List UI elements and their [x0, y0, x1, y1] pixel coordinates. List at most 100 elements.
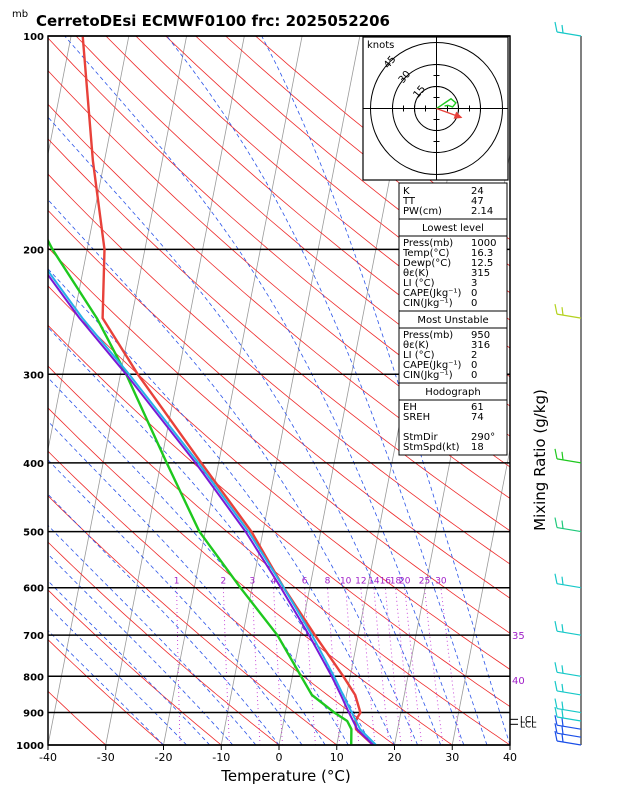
wind-barb-flag — [554, 573, 558, 584]
mixing-ratio-label: 30 — [435, 577, 447, 587]
temperature-tick-label: -30 — [97, 751, 115, 764]
table-row-label: PW(cm) — [403, 206, 442, 217]
table-row-label: θε(K) — [403, 340, 429, 351]
dry-adiabat-line — [48, 324, 510, 708]
isotherm-line — [0, 36, 13, 745]
dry-adiabat-line — [48, 173, 510, 565]
moist-adiabat-line — [48, 459, 303, 745]
wind-barb-flag — [554, 621, 558, 632]
moist-adiabat-line — [48, 524, 257, 745]
wind-barb-staff — [556, 740, 582, 746]
wind-barb-staff — [556, 630, 582, 636]
wind-barb-flag — [554, 698, 558, 709]
moist-adiabat-line — [48, 268, 395, 745]
wind-barb-flag — [561, 709, 564, 719]
table-row-label: θε(K) — [403, 268, 429, 279]
isotherm-line — [163, 36, 303, 745]
table-row-value: 950 — [471, 330, 490, 341]
mixing-ratio-label: 20 — [399, 577, 411, 587]
table-section-header: Lowest level — [422, 223, 484, 234]
table-row-value: 290° — [471, 432, 495, 443]
table-row-label: K — [403, 186, 410, 197]
temperature-tick-label: 30 — [445, 751, 459, 764]
wind-barb-staff — [556, 732, 582, 738]
table-section-box — [398, 218, 508, 312]
moist-adiabat-line — [48, 420, 326, 745]
moist-adiabat-line — [48, 326, 372, 745]
wind-barb-flag — [561, 701, 564, 710]
dry-adiabat-line — [48, 365, 510, 745]
hodograph-unit-label: knots — [367, 40, 394, 51]
table-row-label: CIN(Jkg⁻¹) — [403, 298, 453, 309]
moist-adiabat-line — [48, 553, 234, 745]
table-row-label: CAPE(Jkg⁻¹) — [403, 288, 461, 299]
wind-barb-staff — [556, 458, 582, 464]
table-row-label: CIN(Jkg⁻¹) — [403, 370, 453, 381]
dry-adiabat-line — [48, 103, 510, 499]
table-row-value: 3 — [471, 278, 477, 289]
moist-adiabat-line — [48, 580, 210, 745]
wind-barb-flag — [554, 517, 558, 528]
table-row-label: Dewp(°C) — [403, 258, 451, 269]
wind-barb-flag — [554, 680, 558, 692]
wind-barb-staff — [556, 716, 582, 722]
mixing-ratio-label: 16 — [380, 577, 392, 587]
table-row-value: 74 — [471, 412, 484, 423]
wind-barb-staff — [556, 313, 582, 319]
theta-e-label: 35 — [512, 631, 525, 642]
virtual-profile-line — [48, 269, 377, 745]
mixing-ratio-label: 18 — [390, 577, 402, 587]
table-row-value: 0 — [471, 298, 477, 309]
pressure-tick-label: 100 — [23, 32, 44, 43]
wind-barb-flag — [561, 451, 564, 460]
mixing-ratio-label: 4 — [271, 577, 277, 587]
table-row-value: 47 — [471, 196, 484, 207]
mixing-ratio-label: 2 — [221, 577, 227, 587]
storm-motion-arrowhead — [453, 111, 463, 119]
pressure-tick-label: 700 — [23, 631, 44, 642]
table-row-label: EH — [403, 402, 417, 413]
y-axis-label: Mixing Ratio (g/kg) — [531, 389, 549, 531]
table-row-value: 1000 — [471, 238, 496, 249]
moist-adiabat-line — [166, 36, 488, 745]
wind-barb-flag — [554, 21, 558, 33]
temperature-tick-label: 10 — [330, 751, 344, 764]
isotherm-line — [220, 36, 361, 745]
lcl-label: LCL — [520, 715, 536, 725]
table-row-value: 61 — [471, 402, 484, 413]
dry-adiabat-line — [48, 639, 164, 745]
pressure-tick-label: 200 — [23, 245, 44, 256]
moist-adiabat-line — [48, 493, 280, 745]
wind-barb-flag — [561, 718, 564, 727]
table-row-label: Press(mb) — [403, 330, 453, 341]
isotherm-line — [451, 447, 510, 745]
wind-barb-flag — [554, 730, 558, 742]
mixing-ratio-line — [273, 587, 283, 745]
table-row-label: CAPE(Jkg⁻¹) — [403, 360, 461, 371]
pressure-tick-label: 900 — [23, 709, 44, 720]
temperature-tick-label: 20 — [388, 751, 402, 764]
isotherm-line — [105, 36, 245, 745]
table-row-value: 12.5 — [471, 258, 493, 269]
wind-barb-flag — [561, 726, 564, 735]
table-row-label: Temp(°C) — [402, 248, 450, 259]
chart-title: CerretoDEsi ECMWF0100 frc: 2025052206 — [36, 12, 390, 30]
isotherm-line — [48, 36, 187, 745]
wind-barb-flag — [561, 520, 564, 529]
moist-adiabat-line — [48, 199, 418, 745]
isotherm-line — [48, 36, 130, 452]
temperature-tick-label: -10 — [212, 751, 230, 764]
wind-barb-flag — [554, 304, 558, 315]
table-section-header: Hodograph — [425, 387, 480, 398]
mixing-ratio-label: 6 — [302, 577, 308, 587]
wind-barb-flag — [561, 576, 564, 585]
temperature-tick-label: 0 — [276, 751, 283, 764]
wind-barb-flag — [561, 624, 564, 633]
pressure-unit-label: mb — [12, 9, 28, 20]
x-axis-label: Temperature (°C) — [220, 767, 350, 785]
table-row-value: 16.3 — [471, 248, 493, 259]
isotherm-line — [509, 742, 510, 745]
mixing-ratio-label: 1 — [174, 577, 180, 587]
mixing-ratio-label: 3 — [249, 577, 255, 587]
table-section-box — [398, 382, 508, 456]
